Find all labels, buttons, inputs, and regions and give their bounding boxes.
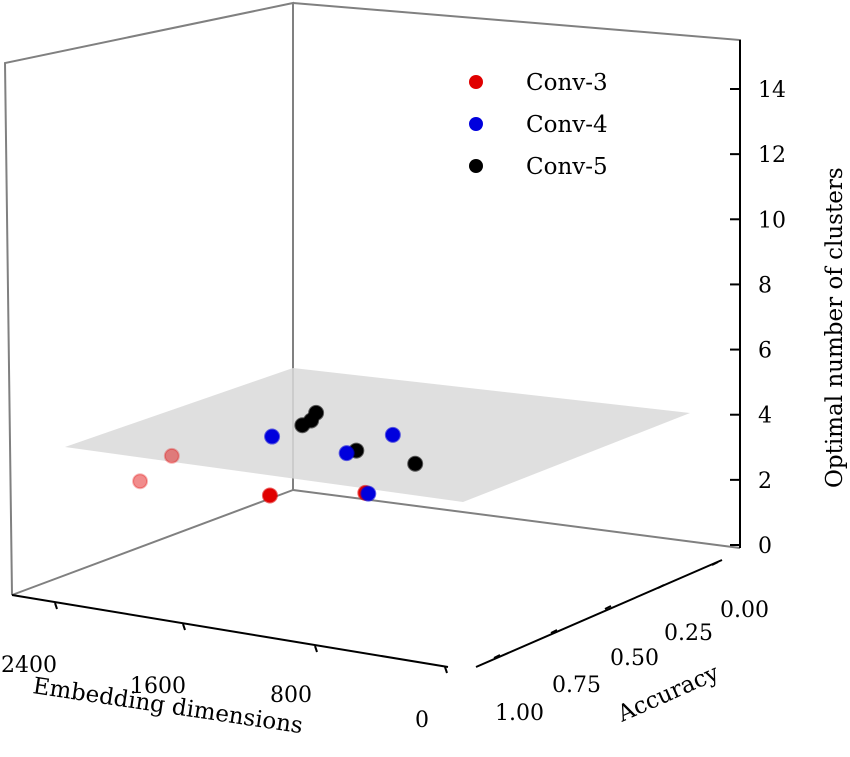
legend-label: Conv-5 — [526, 154, 608, 180]
legend-label: Conv-4 — [526, 112, 608, 138]
legend-marker — [469, 75, 483, 89]
z-tick-label: 12 — [758, 143, 786, 168]
y-tick-label: 1.00 — [495, 701, 544, 726]
y-tick-label: 0.00 — [720, 598, 769, 623]
x-axis-line — [11, 594, 449, 668]
x-tick-label: 1600 — [130, 674, 186, 699]
z-tick-label: 2 — [758, 469, 772, 494]
legend-marker — [469, 117, 483, 131]
z-tick-label: 0 — [758, 534, 772, 559]
data-point-conv-4 — [264, 428, 281, 445]
box-edges — [3, 1, 741, 596]
z-plane — [65, 368, 690, 502]
z-axis-title: Optimal number of clusters — [822, 167, 848, 488]
y-tick-mark — [550, 629, 558, 634]
left-pane-edge — [3, 1, 294, 596]
y-axis: 0.000.250.500.751.00 Accuracy — [475, 559, 769, 728]
z-tick-label: 10 — [758, 208, 786, 233]
y-tick-mark — [711, 561, 719, 566]
legend-marker — [469, 159, 483, 173]
x-tick-mark — [444, 666, 448, 674]
x-tick-label: 2400 — [1, 653, 57, 678]
data-points — [132, 404, 424, 504]
data-point-conv-3 — [261, 487, 278, 504]
y-tick-mark — [657, 584, 665, 589]
y-tick-label: 0.50 — [610, 646, 659, 671]
y-axis-line — [475, 559, 723, 668]
z-axis: 0 2 4 6 8 10 12 14 Optimal number of clusters — [730, 40, 848, 559]
legend-label: Conv-3 — [526, 70, 608, 96]
x-tick-label: 0 — [415, 708, 429, 733]
data-point-conv-5 — [407, 455, 424, 472]
bottom-left-edge — [11, 489, 294, 596]
x-tick-mark — [182, 623, 186, 631]
x-tick-label: 800 — [270, 683, 312, 708]
z-tick-label: 4 — [758, 404, 772, 429]
y-tick-label: 0.25 — [664, 621, 713, 646]
legend: Conv-3 Conv-4 Conv-5 — [469, 70, 608, 180]
data-point-conv-3 — [132, 473, 149, 490]
data-point-conv-3 — [163, 447, 180, 464]
data-point-conv-4 — [360, 485, 377, 502]
x-tick-mark — [54, 602, 58, 610]
y-tick-mark — [493, 654, 501, 659]
y-tick-label: 0.75 — [552, 673, 601, 698]
data-point-conv-4 — [338, 445, 355, 462]
data-point-conv-4 — [384, 426, 401, 443]
z-tick-label: 14 — [758, 78, 786, 103]
data-point-conv-5 — [294, 417, 311, 434]
z-tick-label: 6 — [758, 339, 772, 364]
y-tick-mark — [604, 605, 612, 610]
z-tick-label: 8 — [758, 273, 772, 298]
x-tick-mark — [314, 645, 318, 653]
